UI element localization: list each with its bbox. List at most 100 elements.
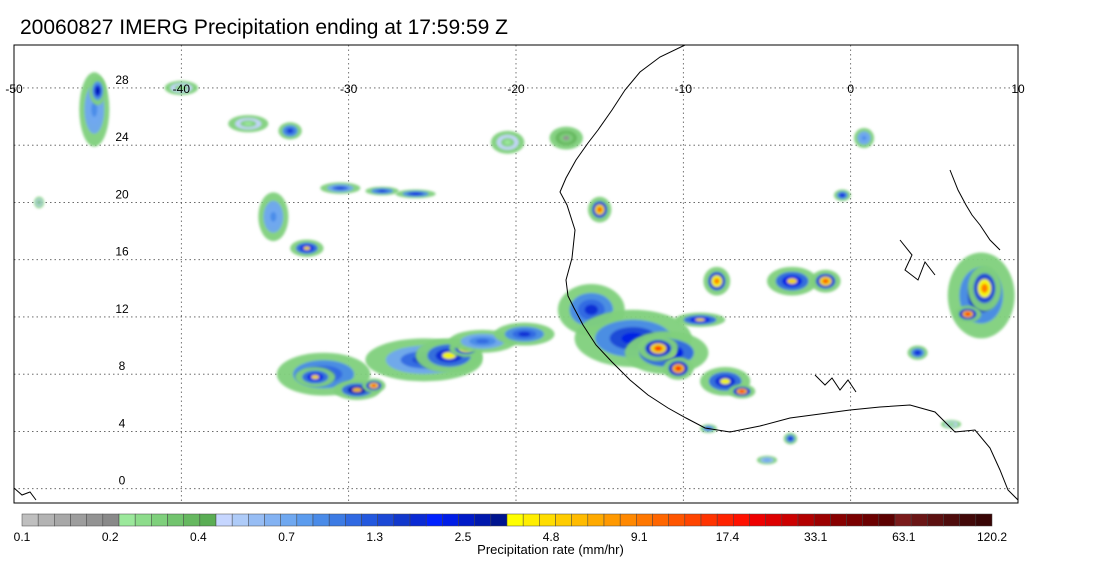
rain-contour (714, 278, 720, 285)
rain-cell (295, 367, 336, 388)
latitude-label: 24 (115, 130, 129, 144)
latitude-label: 16 (115, 245, 129, 259)
colorbar-swatch (862, 513, 880, 527)
colorbar-tick: 1.3 (366, 530, 383, 544)
colorbar-swatch (587, 513, 605, 527)
colorbar-swatch (490, 513, 508, 527)
rain-cell (587, 196, 612, 223)
rain-contour (311, 375, 320, 380)
rain-cell (674, 312, 726, 327)
colorbar-tick: 9.1 (631, 530, 648, 544)
rain-contour (371, 384, 377, 388)
colorbar-swatch (134, 513, 152, 527)
rain-contour (597, 207, 603, 213)
colorbar-swatch (797, 513, 815, 527)
latitude-label: 0 (119, 474, 126, 488)
rain-contour (504, 140, 511, 145)
colorbar-swatch (280, 513, 298, 527)
rain-cell (954, 305, 982, 323)
colorbar-swatch (361, 513, 378, 527)
colorbar-swatch (668, 513, 686, 527)
rain-contour (584, 304, 598, 315)
lake-chad-outline (899, 239, 936, 281)
colorbar-tick: 17.4 (716, 530, 740, 544)
rain-contour (695, 318, 706, 322)
colorbar-swatch (700, 513, 718, 527)
rain-cell (490, 130, 525, 154)
rain-contour (949, 423, 954, 426)
colorbar-swatch (167, 513, 184, 527)
colorbar-swatch (102, 513, 120, 527)
rain-cell (810, 269, 841, 293)
rain-cell (941, 419, 962, 429)
colorbar-swatch (619, 513, 637, 527)
gulf-coast-inlet (814, 374, 857, 393)
colorbar-tick: 63.1 (892, 530, 916, 544)
colorbar-swatch (894, 513, 912, 527)
colorbar-swatch (539, 513, 556, 527)
longitude-label: -30 (340, 82, 358, 96)
rain-contour (270, 211, 277, 222)
rain-cell (557, 284, 625, 336)
longitude-label: -40 (173, 82, 191, 96)
rain-contour (336, 186, 345, 190)
latitude-label: 8 (119, 359, 126, 373)
colorbar-swatch (312, 513, 330, 527)
rain-contour (38, 201, 41, 204)
colorbar-swatch (21, 513, 39, 527)
rain-cell (228, 115, 269, 133)
rain-cell (89, 76, 107, 106)
africa-coastline (559, 45, 1018, 501)
rain-contour (675, 366, 682, 371)
rain-cell (728, 384, 756, 399)
colorbar-swatch (215, 513, 233, 527)
rain-contour (562, 135, 570, 141)
colorbar-swatch (377, 513, 395, 527)
colorbar-swatch (959, 513, 977, 527)
colorbar-tick: 0.4 (190, 530, 207, 544)
longitude-label: -10 (675, 82, 693, 96)
colorbar-swatch (716, 513, 734, 527)
colorbar-swatch (636, 513, 653, 527)
colorbar-swatch (70, 513, 87, 527)
rain-contour (840, 194, 844, 197)
rain-contour (862, 136, 867, 141)
rain-contour (787, 278, 798, 285)
colorbar-swatch (927, 513, 944, 527)
colorbar-tick: 0.2 (102, 530, 119, 544)
colorbar-swatch (393, 513, 411, 527)
rain-contour (244, 122, 253, 126)
colorbar-swatch (684, 513, 702, 527)
rain-contour (822, 278, 829, 284)
colorbar-tick: 0.7 (278, 530, 295, 544)
colorbar-swatch (118, 513, 136, 527)
colorbar-swatch (248, 513, 265, 527)
latitude-tick-labels: 0 4 8 12 16 20 24 28 (115, 73, 129, 488)
colorbar-swatch (781, 513, 799, 527)
rain-cell (290, 239, 324, 257)
rain-contour (95, 87, 100, 94)
rain-cell (638, 335, 679, 362)
rain-cell (663, 357, 694, 380)
rain-contour (981, 283, 988, 293)
colorbar-swatch (345, 513, 362, 527)
colorbar-swatch (151, 513, 168, 527)
colorbar-tick: 4.8 (543, 530, 560, 544)
colorbar-swatch (943, 513, 960, 527)
colorbar-swatch (231, 513, 249, 527)
rain-cell (703, 266, 731, 296)
longitude-tick-labels: -50 -40 -30 -20 -10 0 10 (5, 82, 1025, 96)
latitude-label: 12 (115, 302, 129, 316)
rain-cell (258, 192, 289, 242)
colorbar-swatch (555, 513, 572, 527)
colorbar-tick: 2.5 (455, 530, 472, 544)
rain-cell (854, 128, 875, 149)
colorbar-swatch (474, 513, 492, 527)
nile-region-outline (949, 169, 1001, 251)
colorbar-swatch (571, 513, 589, 527)
rain-contour (475, 338, 490, 344)
rain-cell (164, 80, 199, 96)
rain-contour (654, 345, 663, 352)
rain-cell (278, 122, 302, 140)
